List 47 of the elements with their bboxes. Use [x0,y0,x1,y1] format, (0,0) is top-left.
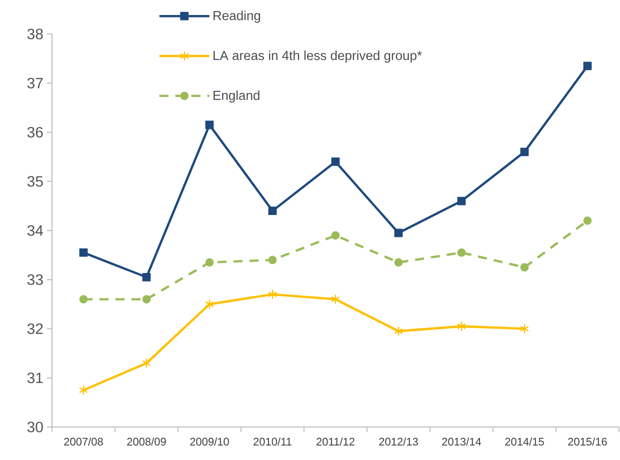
x-tick-label: 2008/09 [127,438,166,446]
point [331,231,340,240]
y-tick-label: 36 [27,126,43,138]
x-tick-label: 2010/11 [254,438,292,446]
point [142,295,151,304]
legend-label: Reading [214,10,260,23]
point [520,148,529,156]
y-tick-label: 33 [27,274,43,285]
y-tick-label: 31 [27,372,43,384]
point [583,62,592,70]
point [142,358,151,368]
y-tick-label: 38 [27,28,43,40]
point [268,256,277,264]
point [79,385,88,396]
x-tick-label: 2014/15 [505,438,544,446]
point [79,295,88,304]
point [520,263,529,272]
point [205,120,214,130]
point [583,216,592,225]
x-tick-label: 2015/16 [568,438,607,446]
point [268,206,277,216]
point [457,196,466,206]
point [268,289,277,300]
point [331,294,340,304]
point [79,248,88,257]
x-tick-label: 2007/08 [64,438,103,446]
x-tick-label: 2009/10 [190,438,229,446]
point [394,326,403,336]
point [457,248,466,257]
point [142,272,151,282]
point [331,158,340,166]
y-tick-label: 37 [27,78,43,88]
y-tick-label: 32 [27,323,43,334]
point [394,258,403,267]
point [394,228,403,238]
point [205,299,214,310]
point [205,258,214,267]
legend-label: LA areas in 4th less deprived group* [214,50,422,63]
y-tick-label: 34 [27,225,44,236]
x-tick-label: 2013/14 [442,438,482,446]
y-tick-label: 35 [27,176,43,187]
point [457,321,466,332]
x-tick-label: 2012/13 [379,438,418,446]
point [520,324,529,334]
legend-label: England [214,90,260,103]
x-tick-label: 2011/12 [316,438,354,446]
y-tick-label: 30 [27,422,43,432]
